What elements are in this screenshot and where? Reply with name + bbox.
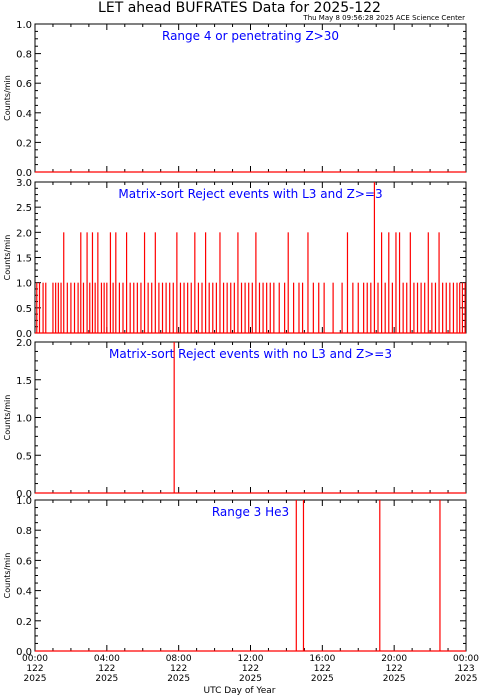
panel-frame [34,499,467,652]
y-tick-label: 2.0 [16,338,32,349]
x-tick-label-time: 00:00 [22,654,48,664]
x-tick-label-doy: 122 [98,664,115,674]
x-tick-label-time: 04:00 [94,654,120,664]
x-tick-label-time: 08:00 [166,654,192,664]
x-tick-label-doy: 122 [170,664,187,674]
y-tick-label: 1.5 [16,254,32,265]
y-tick-label: 0.0 [16,647,32,658]
x-tick-label-time: 20:00 [381,654,407,664]
x-tick-label-year: 2025 [311,674,334,684]
x-axis-label: UTC Day of Year [203,686,276,696]
panel-title: Matrix-sort Reject events with L3 and Z>… [118,187,382,201]
x-tick-label-year: 2025 [383,674,406,684]
panel-frame [34,341,467,494]
chart-title: LET ahead BUFRATES Data for 2025-122 [98,0,381,16]
panel-title: Range 4 or penetrating Z>30 [162,29,339,43]
x-tick-label-doy: 122 [314,664,331,674]
x-tick-label-time: 12:00 [238,654,264,664]
panel-title: Range 3 He3 [212,505,289,519]
y-tick-label: 1.0 [16,496,32,507]
y-tick-label: 1.0 [16,414,32,425]
x-tick-label-year: 2025 [95,674,118,684]
y-tick-label: 0.5 [16,304,32,315]
y-tick-label: 2.5 [16,203,32,214]
y-tick-label: 0.8 [16,526,32,537]
y-tick-label: 0.6 [16,556,32,567]
y-tick-label: 0.0 [16,329,32,340]
y-tick-label: 0.8 [16,50,32,61]
y-tick-label: 1.0 [16,20,32,31]
y-tick-label: 0.4 [16,587,32,598]
x-tick-label-doy: 122 [26,664,43,674]
y-axis-label: Counts/min [3,553,12,599]
y-tick-label: 0.2 [16,138,32,149]
x-tick-label-time: 16:00 [309,654,335,664]
x-tick-label-year: 2025 [239,674,262,684]
y-axis-label: Counts/min [3,75,12,121]
y-tick-label: 0.0 [16,489,32,500]
y-tick-label: 0.5 [16,451,32,462]
x-tick-label-doy: 123 [457,664,474,674]
x-tick-label-time: 00:00 [453,654,479,664]
y-axis-label: Counts/min [3,395,12,441]
panel-frame [34,23,467,173]
timestamp: Thu May 8 09:56:28 2025 ACE Science Cent… [303,14,465,22]
y-tick-label: 2.0 [16,228,32,239]
x-tick-label-doy: 122 [242,664,259,674]
x-tick-label-year: 2025 [455,674,478,684]
y-tick-label: 0.2 [16,617,32,628]
x-tick-label-doy: 122 [386,664,403,674]
y-tick-label: 0.6 [16,79,32,90]
y-tick-label: 0.4 [16,109,32,120]
x-tick-label-year: 2025 [24,674,47,684]
y-tick-label: 1.5 [16,376,32,387]
x-tick-label-year: 2025 [167,674,190,684]
y-tick-label: 3.0 [16,178,32,189]
y-tick-label: 0.0 [16,168,32,179]
y-tick-label: 1.0 [16,279,32,290]
y-axis-label: Counts/min [3,235,12,281]
panel-title: Matrix-sort Reject events with no L3 and… [109,347,392,361]
panel-frame [34,181,467,334]
